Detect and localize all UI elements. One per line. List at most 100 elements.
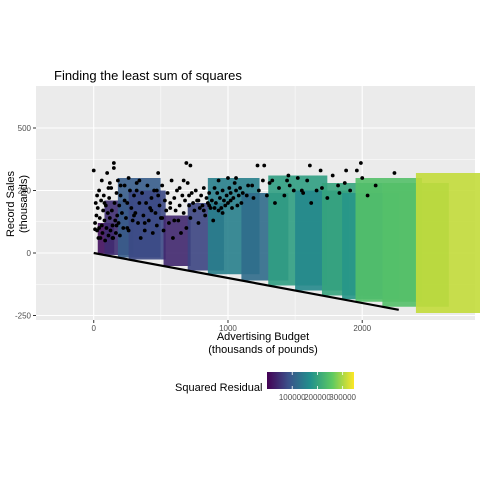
data-point	[122, 198, 127, 203]
data-point	[267, 181, 272, 185]
y-tick-label: 250	[18, 187, 32, 196]
data-point	[220, 211, 225, 215]
data-point	[142, 221, 147, 225]
data-point	[128, 188, 132, 193]
data-point	[109, 186, 114, 190]
data-point	[167, 221, 171, 225]
data-point	[177, 186, 182, 190]
data-point	[255, 163, 260, 168]
data-point	[392, 171, 397, 175]
data-point	[162, 198, 167, 203]
data-point	[132, 193, 136, 198]
data-point	[118, 233, 122, 238]
data-point	[137, 201, 142, 205]
data-point	[286, 173, 291, 178]
chart-title: Finding the least sum of squares	[54, 68, 242, 83]
data-point	[212, 186, 217, 190]
data-point	[136, 221, 140, 225]
data-point	[240, 191, 245, 195]
data-point	[305, 178, 310, 183]
data-point	[222, 198, 226, 203]
data-point	[203, 213, 208, 218]
data-point	[262, 163, 267, 168]
data-point	[224, 193, 229, 198]
data-point	[199, 193, 204, 198]
data-point	[117, 203, 122, 208]
data-point	[105, 211, 110, 215]
data-point	[235, 203, 240, 208]
fit-line-layer	[93, 251, 399, 311]
data-point	[168, 206, 173, 210]
data-point	[157, 203, 162, 208]
data-point	[188, 216, 193, 220]
data-point	[185, 181, 190, 185]
data-point	[256, 188, 261, 193]
data-point	[103, 238, 108, 243]
residual-square	[128, 190, 166, 260]
legend-colorbar	[267, 372, 354, 389]
data-point	[101, 208, 106, 213]
x-axis-title-line1: Advertising Budget	[217, 331, 309, 343]
data-point	[314, 188, 319, 193]
data-point	[223, 203, 228, 208]
data-point	[172, 196, 177, 200]
data-point	[108, 228, 113, 233]
data-point	[106, 233, 111, 238]
data-point	[373, 183, 378, 188]
data-point	[365, 193, 370, 198]
data-point	[196, 221, 201, 225]
data-point	[145, 183, 150, 188]
data-point	[146, 218, 151, 223]
data-point	[228, 198, 233, 203]
data-point	[95, 193, 99, 198]
data-point	[168, 201, 173, 205]
data-point	[192, 208, 197, 213]
data-point	[115, 178, 120, 183]
data-point	[226, 176, 230, 180]
data-point	[125, 201, 130, 205]
data-point	[156, 193, 161, 198]
data-point	[187, 203, 191, 208]
y-tick-label: 0	[27, 249, 32, 258]
data-point	[149, 208, 154, 213]
data-point	[193, 188, 198, 193]
y-tick-label: -250	[15, 312, 32, 321]
data-point	[273, 201, 277, 205]
data-point	[211, 218, 216, 223]
data-point	[114, 191, 119, 195]
data-point	[100, 231, 105, 235]
data-point	[153, 211, 158, 215]
data-point	[97, 216, 102, 220]
data-point	[238, 186, 242, 190]
data-point	[140, 191, 144, 195]
data-point	[171, 236, 175, 240]
data-point	[107, 181, 112, 185]
data-point	[187, 193, 191, 198]
data-points	[91, 161, 397, 243]
data-point	[118, 183, 123, 188]
data-point	[196, 198, 201, 203]
data-point	[144, 201, 148, 205]
data-point	[93, 221, 97, 225]
data-point	[132, 213, 136, 218]
data-point	[125, 226, 130, 230]
data-point	[164, 208, 169, 213]
data-point	[197, 206, 202, 210]
data-point	[121, 226, 126, 230]
data-point	[360, 176, 365, 180]
data-point	[138, 236, 143, 240]
data-point	[99, 223, 104, 228]
data-point	[152, 188, 157, 193]
data-point	[265, 193, 269, 198]
data-point	[270, 178, 275, 183]
data-point	[250, 183, 255, 188]
data-point	[101, 193, 106, 198]
data-point	[99, 198, 104, 203]
data-point	[112, 201, 117, 205]
data-point	[277, 186, 281, 190]
data-point	[287, 183, 292, 188]
data-point	[181, 178, 186, 183]
legend-tick-label: 300000	[329, 393, 356, 402]
data-point	[134, 188, 139, 193]
